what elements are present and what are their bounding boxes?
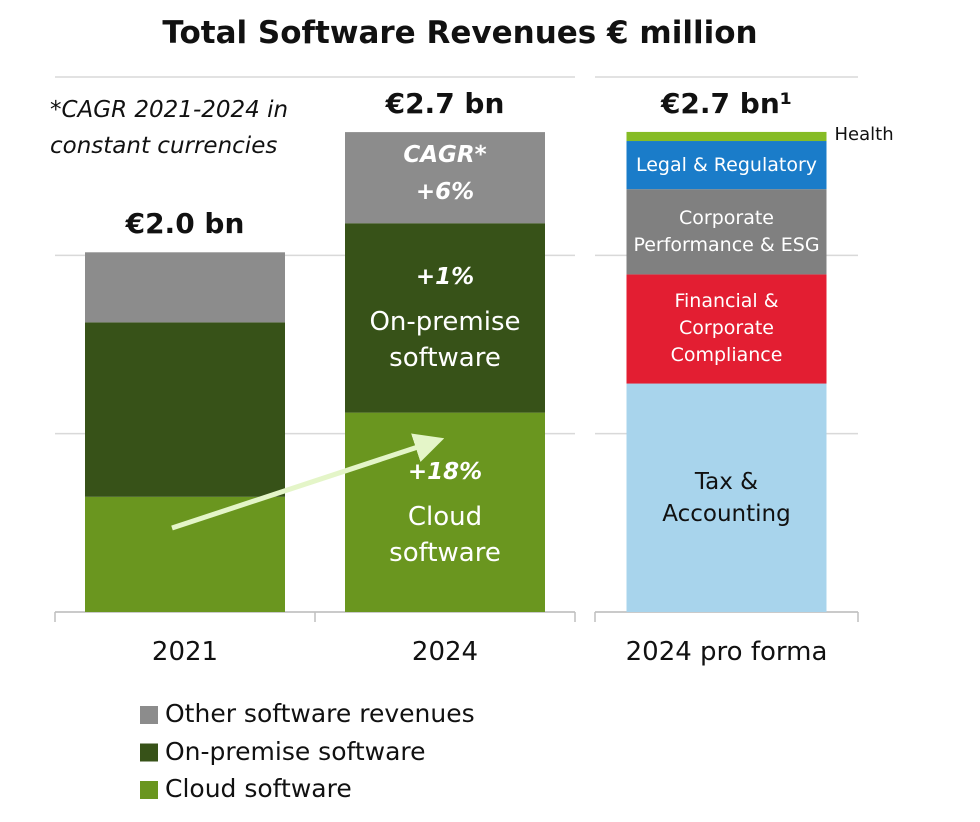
segment-label-box: +1% On-premise software [345,223,545,412]
bar-segment [85,322,285,497]
legend-swatch [140,706,158,724]
segment-label-box [85,497,285,612]
segment-label: Health [834,124,894,146]
total-label: €2.7 bn¹ [660,86,793,120]
segment-label-box [627,132,827,141]
growth-label: +18% [407,458,483,485]
legend-label: Other software revenues [165,699,475,728]
segment-label-box: Financial & Corporate Compliance [627,274,827,383]
bar-segment [345,132,545,224]
bar-segment [85,252,285,323]
growth-label: CAGR* +6% [403,141,487,205]
bar-segment [345,412,545,612]
total-label: €2.0 bn [125,207,245,241]
legend-swatch [140,781,158,799]
bar-segment [626,274,827,384]
bar-segment [626,189,827,275]
growth-label: +1% [415,264,475,291]
segment-label: Cloud software [389,501,501,568]
segment-label: Financial & Corporate Compliance [670,290,783,367]
segment-label: On-premise software [369,307,521,374]
bar-segment [345,223,545,413]
x-tick-label: 2024 pro forma [625,637,828,667]
segment-label-box: Corporate Performance & ESG [627,189,827,274]
segment-label: Tax & Accounting [662,468,791,527]
segment-label-box [85,252,285,322]
chart-title: Total Software Revenues € million [162,15,758,51]
segment-label-box: Legal & Regulatory [627,141,827,189]
segment-label: Corporate Performance & ESG [633,206,820,256]
legend-label: On-premise software [165,736,426,766]
bar-segment [626,131,827,142]
x-tick-label: 2021 [151,637,219,667]
segment-label-box: Tax & Accounting [627,384,827,612]
bar-segment [626,383,827,612]
bar-segment [626,141,827,190]
bar-segment [85,496,285,612]
growth-arrow [171,433,445,531]
total-label: €2.7 bn [385,87,505,121]
legend-label: Cloud software [165,774,352,803]
segment-label-box: +18% Cloud software [345,413,545,612]
segment-label-box: CAGR* +6% [345,132,545,223]
annotation: *CAGR 2021-2024 in constant currencies [50,97,289,159]
legend-swatch [140,743,158,762]
segment-label: Legal & Regulatory [635,153,817,176]
segment-label-box [85,322,285,496]
x-tick-label: 2024 [411,637,479,667]
